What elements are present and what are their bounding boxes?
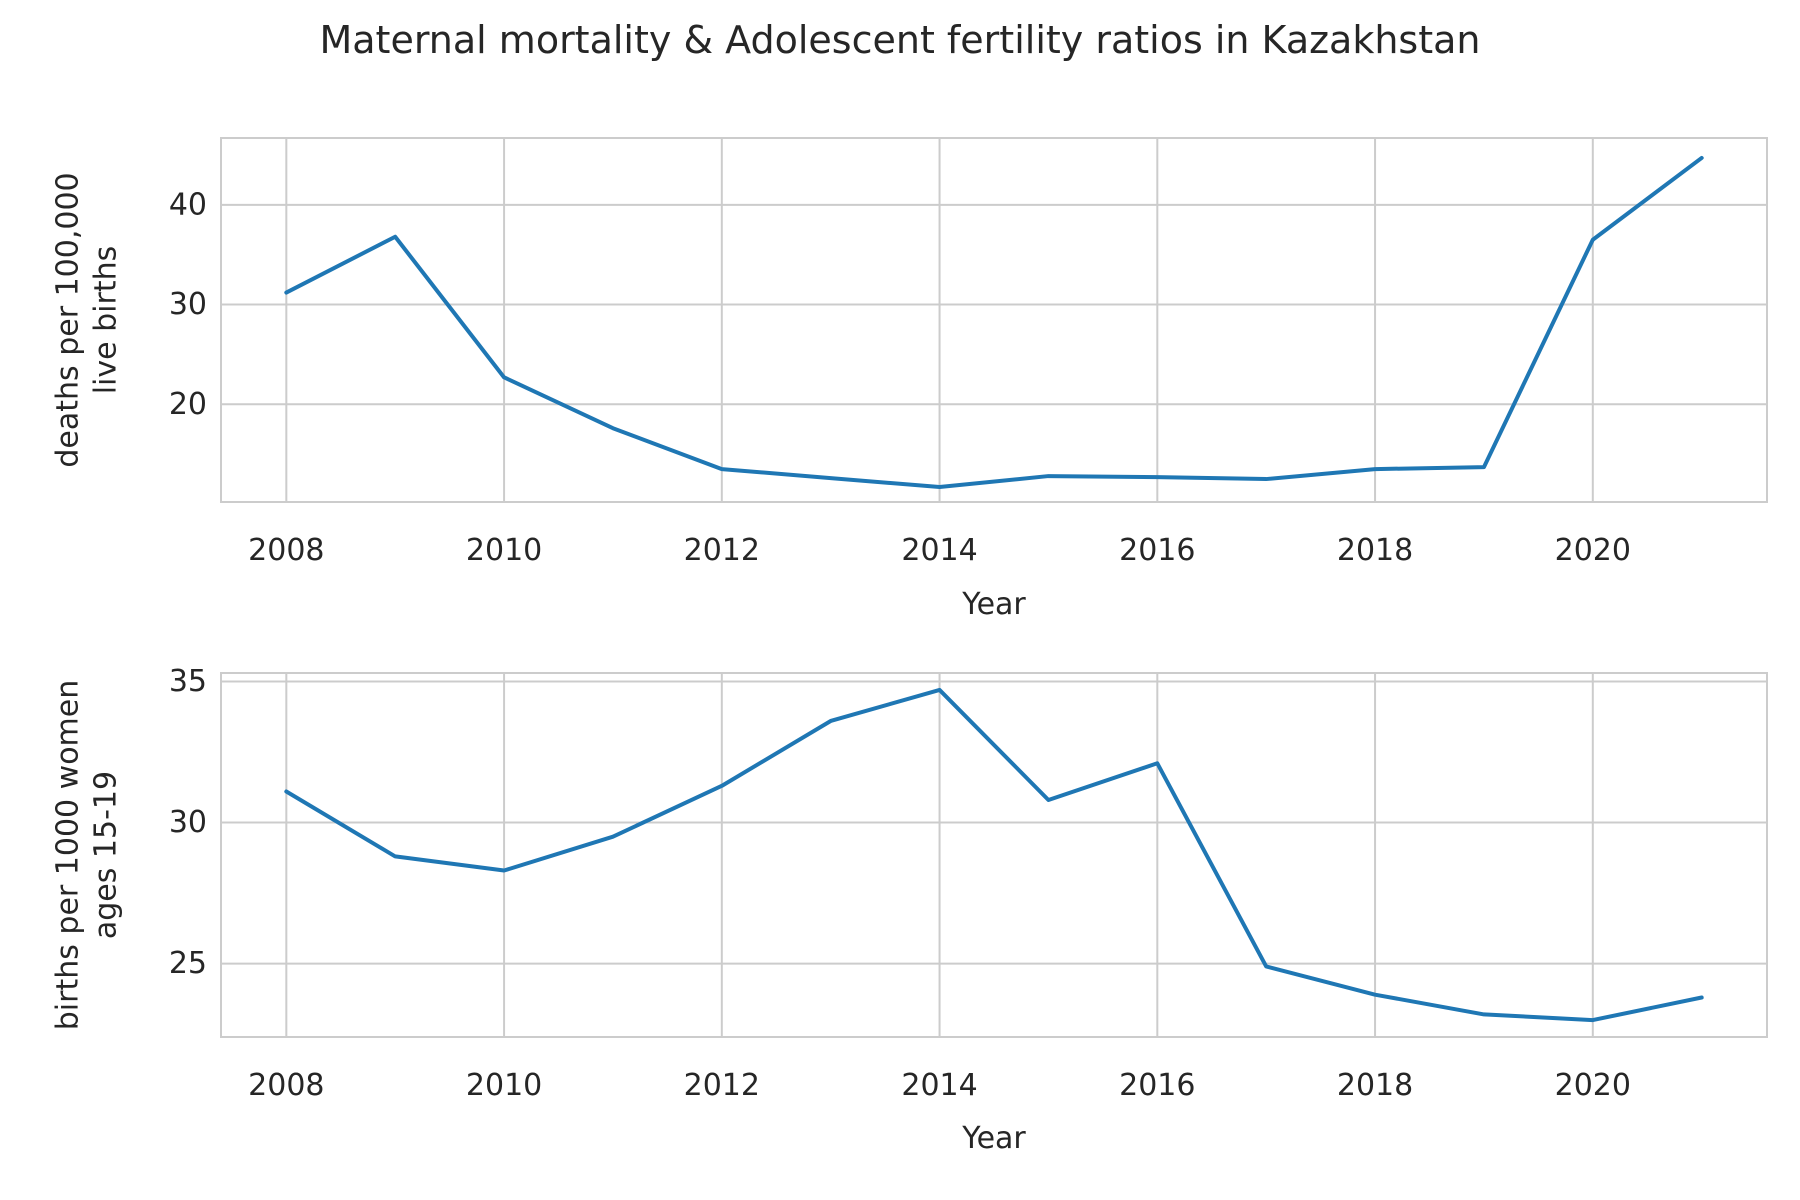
y-tick-label: 35 [169,664,207,699]
x-tick-label: 2016 [1119,533,1195,568]
x-tick-label: 2020 [1555,533,1631,568]
y-tick-label: 30 [169,805,207,840]
y-axis-label-line: live births [89,246,124,395]
x-tick-label: 2010 [466,533,542,568]
y-axis-label-line: births per 1000 women [51,680,86,1031]
series-line [284,155,1704,490]
x-tick-label: 2008 [248,533,324,568]
y-tick-label: 25 [169,946,207,981]
plot-frame [220,672,1768,1038]
x-tick-label: 2014 [901,1068,977,1103]
y-tick-label: 40 [169,187,207,222]
y-axis-label-line: ages 15-19 [89,771,124,939]
x-tick-label: 2018 [1337,533,1413,568]
plot-frame [220,137,1768,503]
x-tick-label: 2014 [901,533,977,568]
x-tick-label: 2012 [684,1068,760,1103]
x-tick-label: 2016 [1119,1068,1195,1103]
x-tick-label: 2018 [1337,1068,1413,1103]
x-axis-label: Year [961,587,1026,622]
x-tick-label: 2012 [684,533,760,568]
figure-title: Maternal mortality & Adolescent fertilit… [319,18,1481,62]
chart-panel-1: 2008 2010 2012 2014 2016 2018 2020203040Yearde… [51,137,1768,622]
chart-panel-2: 2008 2010 2012 2014 2016 2018 2020 25 30 35 Year bi… [51,664,1768,1156]
x-tick-label: 2020 [1555,1068,1631,1103]
y-axis-label-line: deaths per 100,000 [51,172,86,467]
x-tick-label: 2010 [466,1068,542,1103]
y-tick-label: 20 [169,387,207,422]
x-axis-label: Year [961,1121,1026,1156]
y-tick-label: 30 [169,287,207,322]
x-tick-label: 2008 [248,1068,324,1103]
series-line [284,687,1704,1023]
